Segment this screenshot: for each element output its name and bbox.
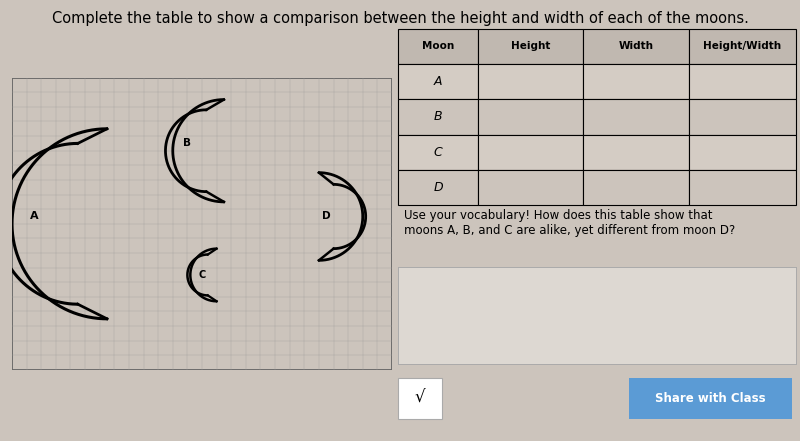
Text: Height/Width: Height/Width [703, 41, 782, 51]
Bar [583, 170, 689, 205]
Text: C: C [198, 270, 206, 280]
Text: √: √ [415, 389, 426, 407]
Text: Use your vocabulary! How does this table show that
moons A, B, and C are alike, : Use your vocabulary! How does this table… [404, 209, 735, 237]
Bar [689, 29, 796, 64]
Bar [689, 99, 796, 135]
Text: B: B [434, 110, 442, 123]
Bar [398, 64, 478, 99]
Bar [398, 29, 478, 64]
Bar [478, 64, 583, 99]
Text: C: C [434, 146, 442, 159]
Bar [398, 135, 478, 170]
Text: A: A [30, 212, 38, 221]
Text: D: D [434, 181, 443, 194]
Bar [629, 377, 792, 419]
Bar [478, 99, 583, 135]
Bar [583, 29, 689, 64]
Text: Height: Height [511, 41, 550, 51]
Bar [689, 64, 796, 99]
Text: A: A [434, 75, 442, 88]
Text: Width: Width [618, 41, 654, 51]
Bar [478, 29, 583, 64]
Bar [689, 170, 796, 205]
Bar [689, 135, 796, 170]
Bar [583, 99, 689, 135]
Bar [583, 135, 689, 170]
Bar [583, 64, 689, 99]
Bar [478, 170, 583, 205]
Text: Moon: Moon [422, 41, 454, 51]
Bar [478, 135, 583, 170]
Text: Share with Class: Share with Class [655, 392, 766, 404]
Bar [398, 99, 478, 135]
Text: B: B [183, 138, 191, 149]
Bar [398, 377, 442, 419]
Text: Complete the table to show a comparison between the height and width of each of : Complete the table to show a comparison … [51, 11, 749, 26]
Bar [398, 170, 478, 205]
Text: D: D [322, 212, 330, 221]
